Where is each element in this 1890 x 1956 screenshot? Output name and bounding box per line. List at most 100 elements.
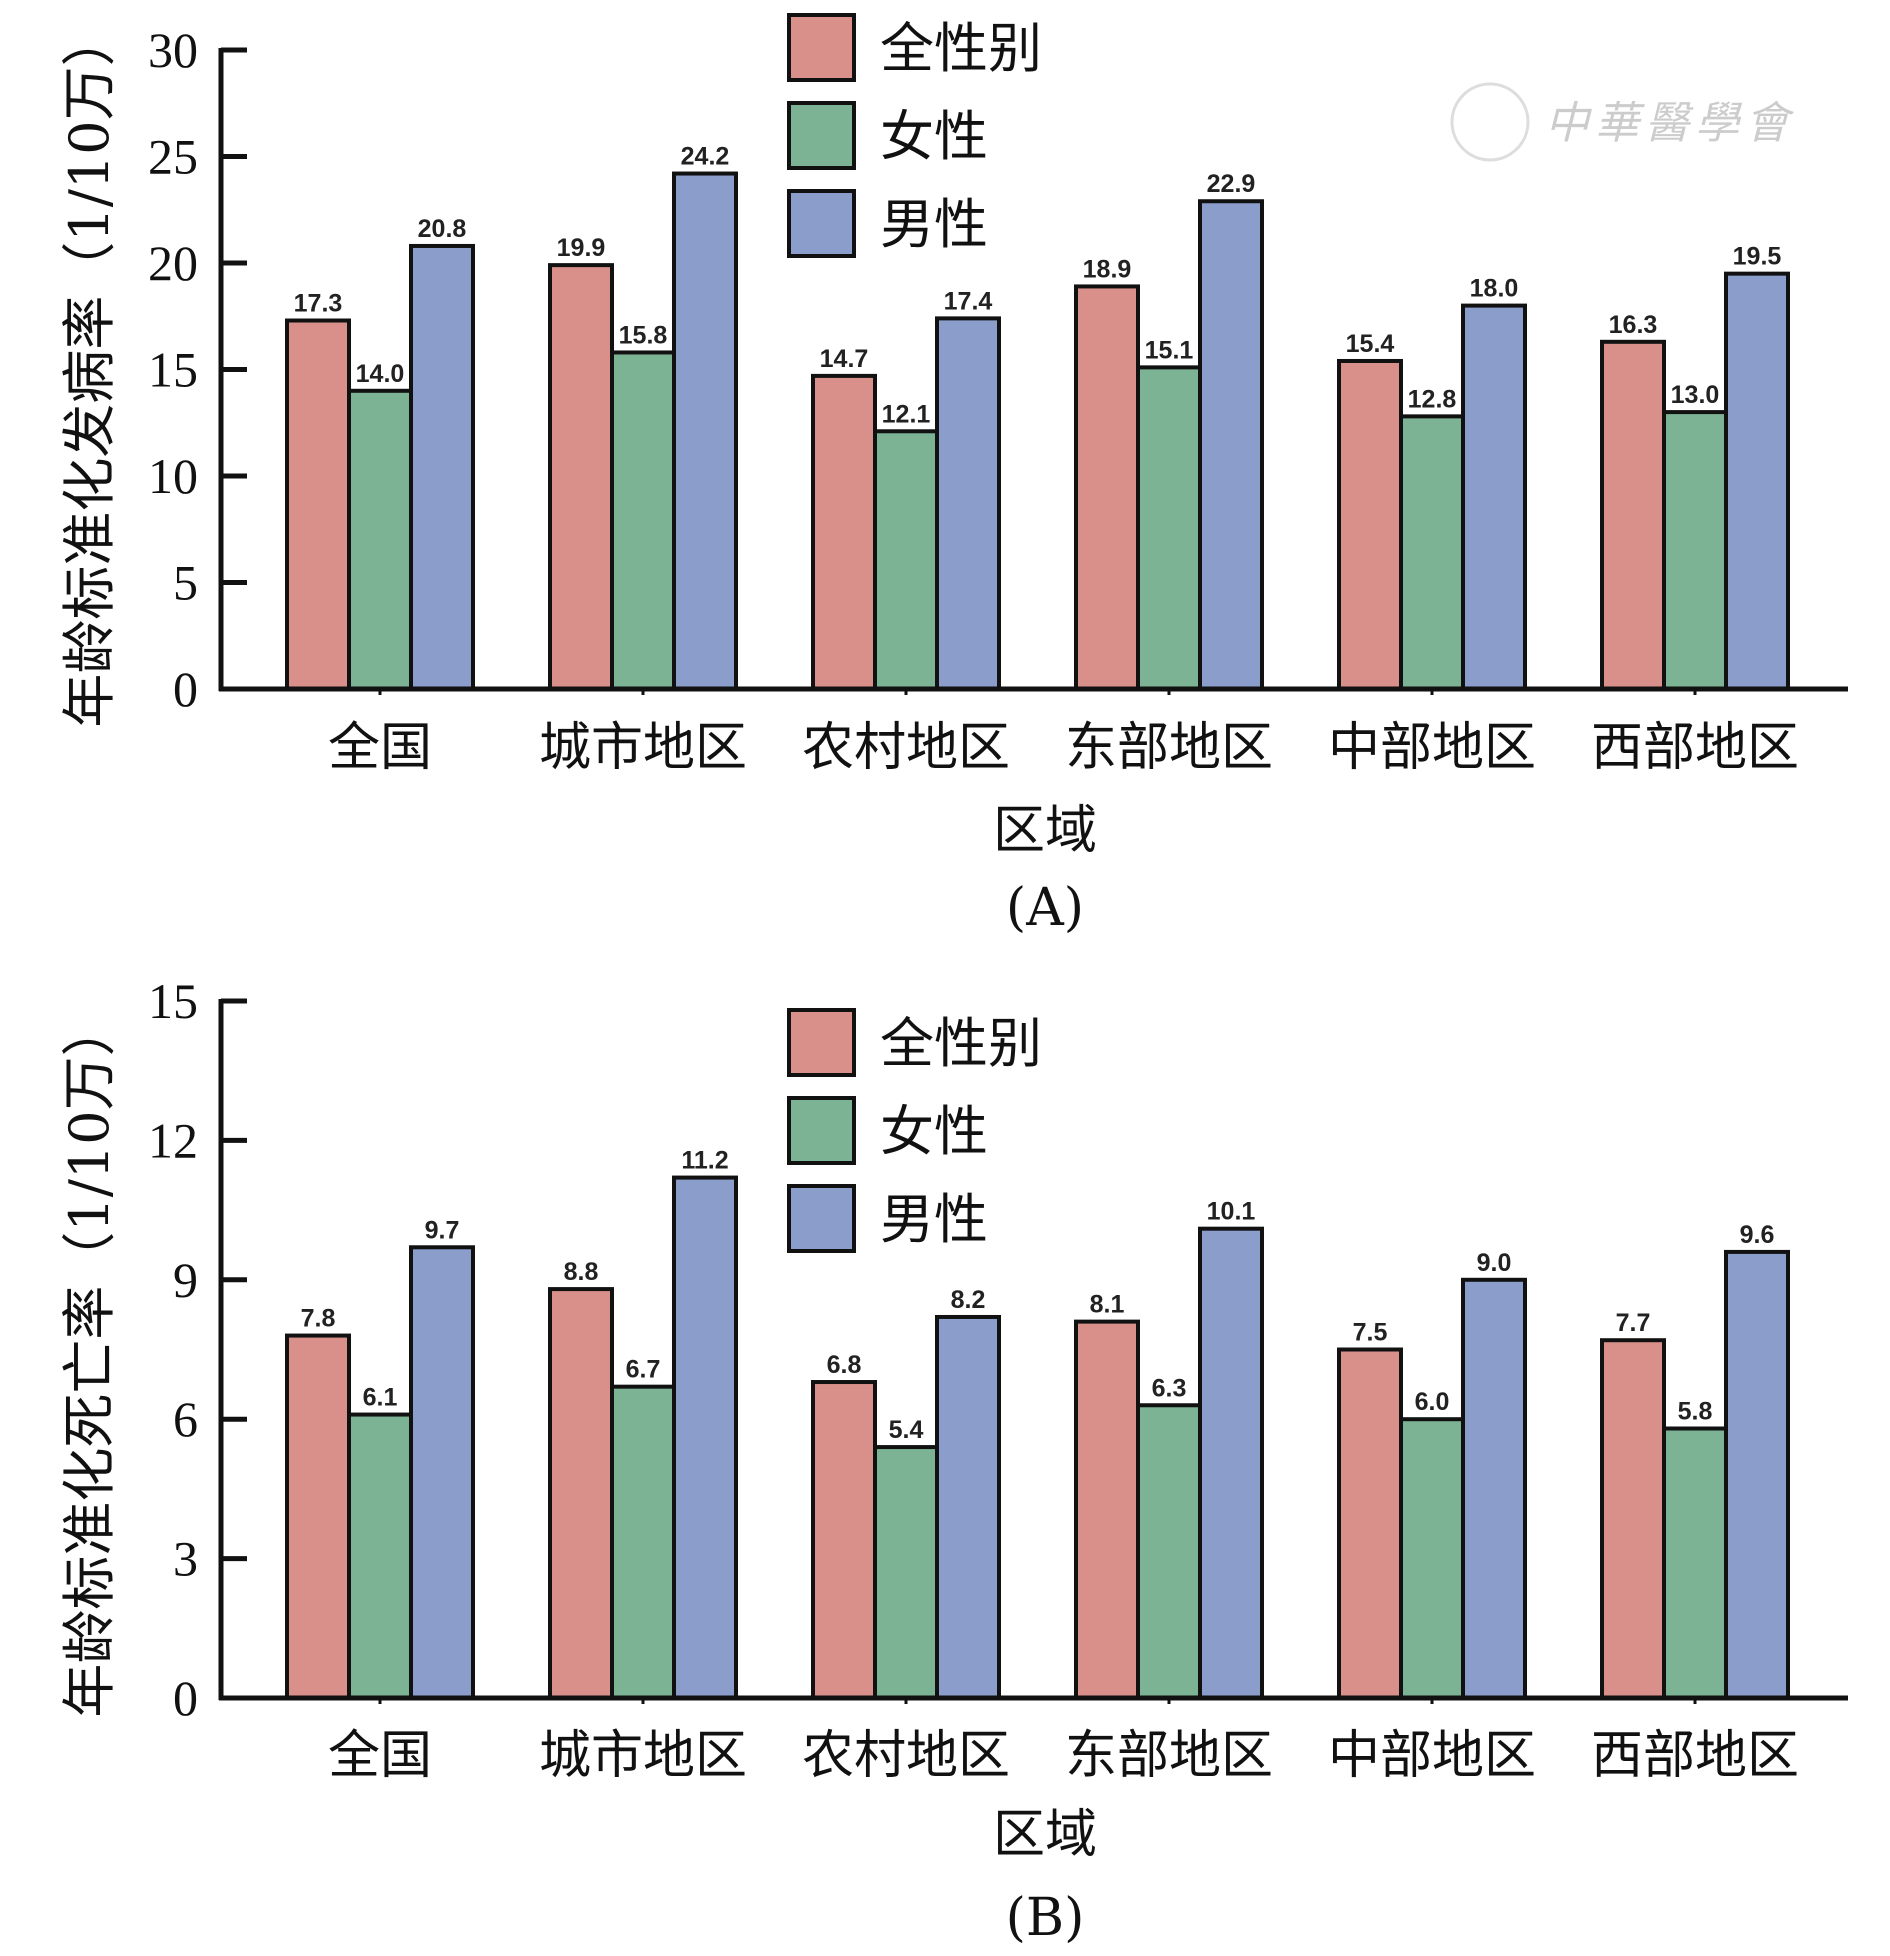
bar: [1600, 1338, 1666, 1700]
x-tick-label: 全国: [328, 718, 432, 778]
legend-swatch: [787, 1184, 856, 1253]
x-tick-label: 西部地区: [1591, 1726, 1799, 1786]
bar: [548, 1287, 614, 1701]
x-axis-label: 区域: [993, 1805, 1097, 1865]
data-label: 9.0: [1477, 1249, 1512, 1277]
data-label: 6.7: [626, 1356, 661, 1384]
data-label: 11.2: [681, 1147, 728, 1175]
bar: [1399, 414, 1465, 691]
y-tick-label: 3: [173, 1531, 198, 1587]
data-label: 16.3: [1609, 311, 1658, 339]
y-tick-label: 0: [173, 1670, 198, 1726]
data-label: 8.1: [1090, 1291, 1125, 1319]
bar: [873, 1445, 939, 1700]
data-label: 19.5: [1733, 243, 1782, 271]
data-label: 6.1: [363, 1384, 398, 1412]
bar: [1074, 1319, 1140, 1700]
bar: [672, 1175, 738, 1701]
bar: [285, 1333, 351, 1701]
data-label: 14.0: [356, 360, 405, 388]
y-axis-label: 年龄标准化死亡率（1/10万）: [58, 1002, 121, 1717]
watermark-seal-icon: [1450, 82, 1530, 162]
x-tick-label: 中部地区: [1328, 1726, 1536, 1786]
legend-label: 女性: [880, 105, 988, 168]
data-label: 7.7: [1616, 1309, 1651, 1337]
bar: [347, 388, 413, 691]
panel-label: (B): [1006, 1888, 1085, 1948]
bar: [1724, 271, 1790, 691]
x-tick-label: 中部地区: [1328, 718, 1536, 778]
legend-label: 全性别: [880, 17, 1042, 80]
y-tick-label: 25: [148, 129, 198, 185]
y-tick-label: 5: [173, 555, 198, 611]
y-axis-label: 年龄标准化发病率（1/10万）: [58, 12, 121, 727]
bar: [1461, 303, 1527, 691]
bar: [935, 1314, 1001, 1701]
legend-swatch: [787, 1096, 856, 1165]
data-label: 5.8: [1678, 1397, 1713, 1425]
legend-swatch: [787, 13, 856, 82]
data-label: 17.4: [944, 287, 993, 315]
bar: [1724, 1249, 1790, 1701]
data-label: 7.8: [301, 1305, 336, 1333]
bar: [548, 263, 614, 691]
y-tick-label: 15: [148, 342, 198, 398]
data-label: 13.0: [1671, 381, 1720, 409]
bar: [1136, 365, 1202, 691]
bar: [873, 429, 939, 691]
x-tick-label: 全国: [328, 1726, 432, 1786]
data-label: 9.6: [1740, 1221, 1775, 1249]
data-label: 12.1: [882, 400, 931, 428]
legend-label: 男性: [880, 1188, 988, 1251]
y-tick-label: 20: [148, 235, 198, 291]
x-tick-label: 农村地区: [802, 1726, 1010, 1786]
bar: [347, 1412, 413, 1700]
data-label: 5.4: [889, 1416, 924, 1444]
data-label: 6.8: [827, 1351, 862, 1379]
data-label: 7.5: [1353, 1319, 1388, 1347]
bar: [1074, 284, 1140, 691]
y-tick-label: 12: [148, 1112, 198, 1168]
data-label: 17.3: [294, 290, 343, 318]
data-label: 15.4: [1346, 330, 1395, 358]
y-tick-label: 0: [173, 661, 198, 717]
panel-label: (A): [1006, 878, 1084, 938]
bar: [811, 1380, 877, 1700]
legend-label: 男性: [880, 193, 988, 256]
y-tick-label: 15: [148, 973, 198, 1029]
data-label: 10.1: [1207, 1198, 1256, 1226]
data-label: 22.9: [1207, 170, 1256, 198]
bar: [409, 243, 475, 692]
data-label: 12.8: [1408, 385, 1457, 413]
bar: [1337, 1347, 1403, 1700]
x-tick-label: 西部地区: [1591, 718, 1799, 778]
bar: [1136, 1403, 1202, 1700]
bar: [285, 318, 351, 691]
watermark: 中華醫學會: [1545, 98, 1795, 149]
bar: [1461, 1277, 1527, 1701]
data-label: 6.3: [1152, 1374, 1187, 1402]
legend-swatch: [787, 101, 856, 170]
legend-swatch: [787, 189, 856, 258]
data-label: 20.8: [418, 215, 467, 243]
y-tick-label: 6: [173, 1391, 198, 1447]
bar: [1399, 1417, 1465, 1700]
bar: [610, 1384, 676, 1700]
data-label: 8.8: [564, 1258, 599, 1286]
x-axis-label: 区域: [993, 801, 1097, 861]
bar: [672, 171, 738, 692]
bar: [1662, 410, 1728, 691]
legend-swatch: [787, 1008, 856, 1077]
x-tick-label: 城市地区: [539, 1726, 747, 1786]
bar: [1337, 358, 1403, 691]
bar: [610, 350, 676, 691]
data-label: 18.0: [1470, 275, 1519, 303]
x-tick-label: 东部地区: [1065, 718, 1273, 778]
legend-label: 全性别: [880, 1012, 1042, 1075]
bar: [1198, 1226, 1264, 1700]
y-tick-label: 9: [173, 1252, 198, 1308]
data-label: 8.2: [951, 1286, 986, 1314]
data-label: 6.0: [1415, 1388, 1450, 1416]
bar: [1198, 199, 1264, 691]
